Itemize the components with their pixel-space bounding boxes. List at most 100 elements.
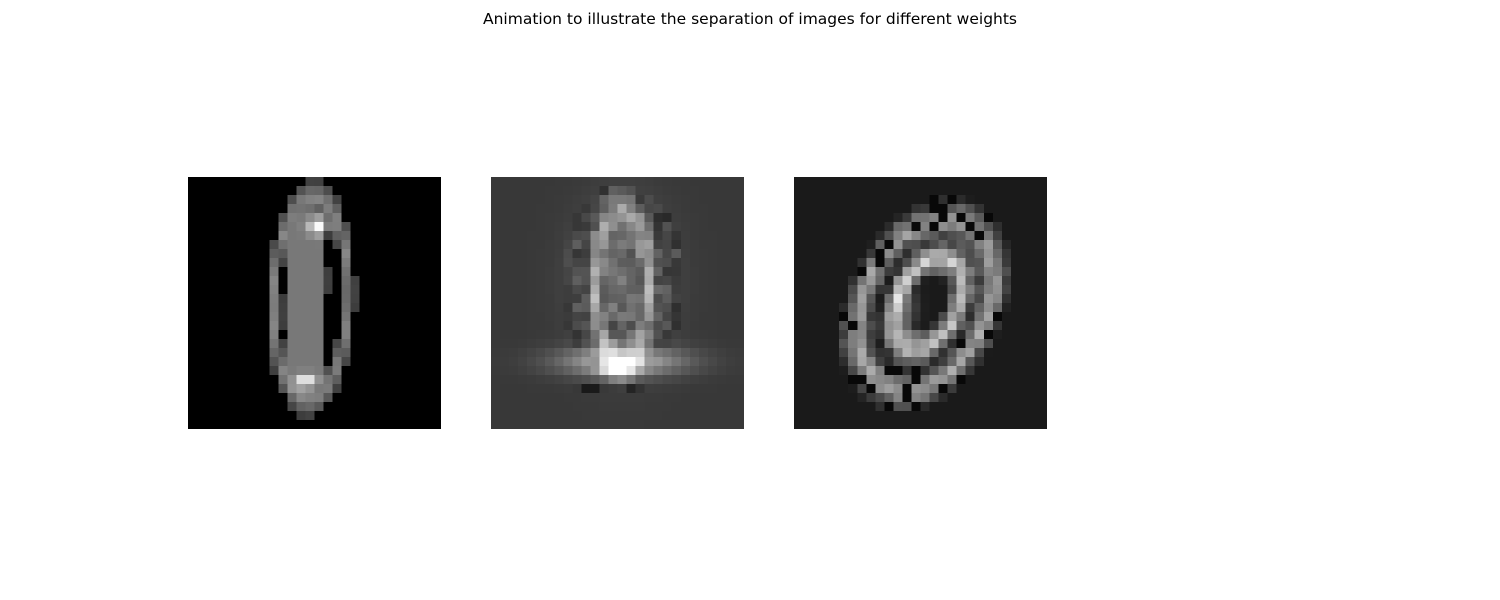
pixel xyxy=(992,186,1003,196)
pixel xyxy=(563,222,573,232)
pixel xyxy=(422,375,433,385)
pixel xyxy=(812,411,822,421)
pixel xyxy=(215,276,225,286)
pixel xyxy=(830,357,840,367)
pixel xyxy=(689,330,700,340)
pixel xyxy=(251,258,261,268)
pixel xyxy=(1010,321,1021,331)
pixel xyxy=(341,312,351,322)
pixel xyxy=(920,177,930,187)
pixel xyxy=(911,213,921,223)
pixel xyxy=(662,249,672,259)
pixel xyxy=(1019,303,1030,313)
pixel xyxy=(965,240,975,250)
pixel xyxy=(1037,384,1047,394)
pixel xyxy=(377,384,387,394)
pixel xyxy=(581,240,591,250)
pixel xyxy=(197,186,207,196)
pixel xyxy=(839,267,849,277)
pixel xyxy=(215,375,225,385)
pixel xyxy=(518,240,528,250)
pixel xyxy=(875,276,885,286)
pixel xyxy=(509,348,519,358)
pixel xyxy=(626,339,636,349)
pixel xyxy=(188,186,198,196)
pixel xyxy=(893,240,903,250)
pixel xyxy=(956,420,966,429)
pixel xyxy=(1010,303,1021,313)
pixel xyxy=(215,339,225,349)
pixel xyxy=(422,204,433,214)
pixel xyxy=(518,231,528,241)
pixel xyxy=(377,330,387,340)
pixel xyxy=(242,393,252,403)
pixel xyxy=(689,321,700,331)
pixel xyxy=(1037,195,1047,205)
pixel xyxy=(1037,312,1047,322)
pixel xyxy=(509,366,519,376)
pixel xyxy=(287,303,297,313)
pixel xyxy=(545,240,555,250)
pixel xyxy=(938,330,948,340)
pixel xyxy=(404,195,415,205)
pixel xyxy=(992,366,1003,376)
pixel xyxy=(803,420,813,429)
pixel xyxy=(992,249,1003,259)
pixel xyxy=(956,222,966,232)
pixel xyxy=(491,402,501,412)
pixel xyxy=(242,420,252,429)
pixel xyxy=(725,420,736,429)
pixel xyxy=(233,285,243,295)
pixel xyxy=(536,303,546,313)
pixel xyxy=(518,384,528,394)
pixel xyxy=(215,330,225,340)
pixel xyxy=(938,321,948,331)
pixel xyxy=(332,402,342,412)
pixel xyxy=(635,384,645,394)
pixel xyxy=(296,276,306,286)
pixel xyxy=(983,195,993,205)
pixel xyxy=(983,177,993,187)
pixel xyxy=(626,348,636,358)
pixel xyxy=(821,375,831,385)
pixel xyxy=(305,357,315,367)
pixel xyxy=(794,294,804,304)
pixel xyxy=(386,384,397,394)
pixel xyxy=(278,321,288,331)
pixel xyxy=(278,240,288,250)
pixel xyxy=(332,411,342,421)
pixel xyxy=(974,204,984,214)
pixel xyxy=(359,366,369,376)
pixel xyxy=(974,339,984,349)
pixel xyxy=(431,321,441,331)
pixel xyxy=(323,285,333,295)
pixel xyxy=(725,186,736,196)
pixel xyxy=(839,384,849,394)
pixel xyxy=(296,186,306,196)
pixel xyxy=(323,294,333,304)
pixel xyxy=(413,321,424,331)
pixel xyxy=(386,213,397,223)
pixel xyxy=(812,357,822,367)
pixel xyxy=(689,420,700,429)
pixel xyxy=(305,330,315,340)
pixel xyxy=(662,177,672,187)
pixel xyxy=(491,213,501,223)
pixel xyxy=(902,321,912,331)
pixel xyxy=(938,375,948,385)
pixel xyxy=(332,249,342,259)
pixel xyxy=(305,402,315,412)
pixel xyxy=(269,222,279,232)
pixel xyxy=(350,321,360,331)
pixel xyxy=(866,420,876,429)
pixel xyxy=(269,294,279,304)
pixel xyxy=(386,231,397,241)
pixel xyxy=(242,285,252,295)
pixel xyxy=(671,186,681,196)
pixel xyxy=(884,258,894,268)
pixel xyxy=(215,231,225,241)
pixel xyxy=(938,303,948,313)
pixel xyxy=(608,258,618,268)
pixel xyxy=(188,375,198,385)
pixel xyxy=(413,303,424,313)
